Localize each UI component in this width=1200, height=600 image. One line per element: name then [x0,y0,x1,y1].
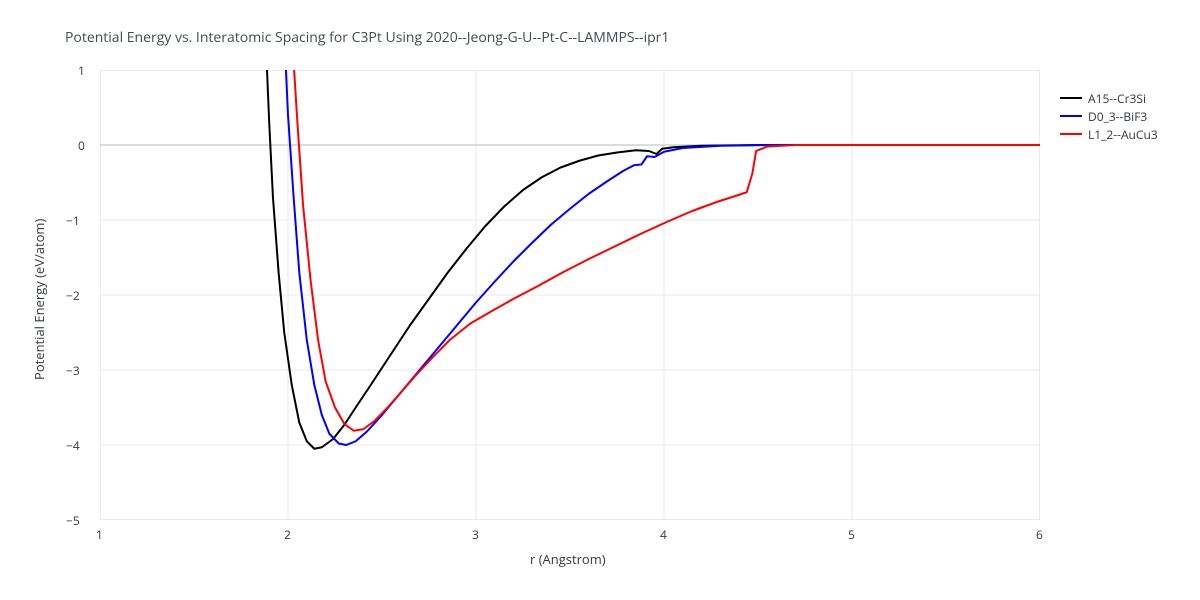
legend-item[interactable]: L1_2--AuCu3 [1060,126,1158,142]
x-tick-label: 3 [472,526,479,543]
legend-swatch [1060,115,1082,117]
series-line [292,70,1040,431]
y-tick-label: −4 [66,437,80,454]
y-axis-label: Potential Energy (eV/atom) [30,219,48,380]
legend-swatch [1060,133,1082,135]
x-tick-label: 2 [284,526,291,543]
legend-label: A15--Cr3Si [1088,90,1146,107]
x-tick-label: 6 [1036,526,1043,543]
chart-title: Potential Energy vs. Interatomic Spacing… [65,28,669,47]
y-tick-label: −3 [66,362,80,379]
x-tick-label: 4 [660,526,667,543]
series-line [265,70,1040,449]
y-tick-label: −5 [66,512,80,529]
legend-label: L1_2--AuCu3 [1088,126,1158,143]
y-tick-label: 0 [78,137,85,154]
plot-area [100,70,1040,520]
chart-container: { "chart": { "type": "line", "title": "P… [0,0,1200,600]
y-tick-label: −2 [66,287,80,304]
legend-item[interactable]: D0_3--BiF3 [1060,108,1147,124]
y-tick-label: 1 [78,62,85,79]
series-line [284,70,1040,445]
y-tick-label: −1 [66,212,80,229]
x-tick-label: 1 [96,526,103,543]
legend-label: D0_3--BiF3 [1088,108,1147,125]
legend-item[interactable]: A15--Cr3Si [1060,90,1146,106]
legend-swatch [1060,97,1082,99]
x-tick-label: 5 [848,526,855,543]
x-axis-label: r (Angstrom) [530,550,606,568]
